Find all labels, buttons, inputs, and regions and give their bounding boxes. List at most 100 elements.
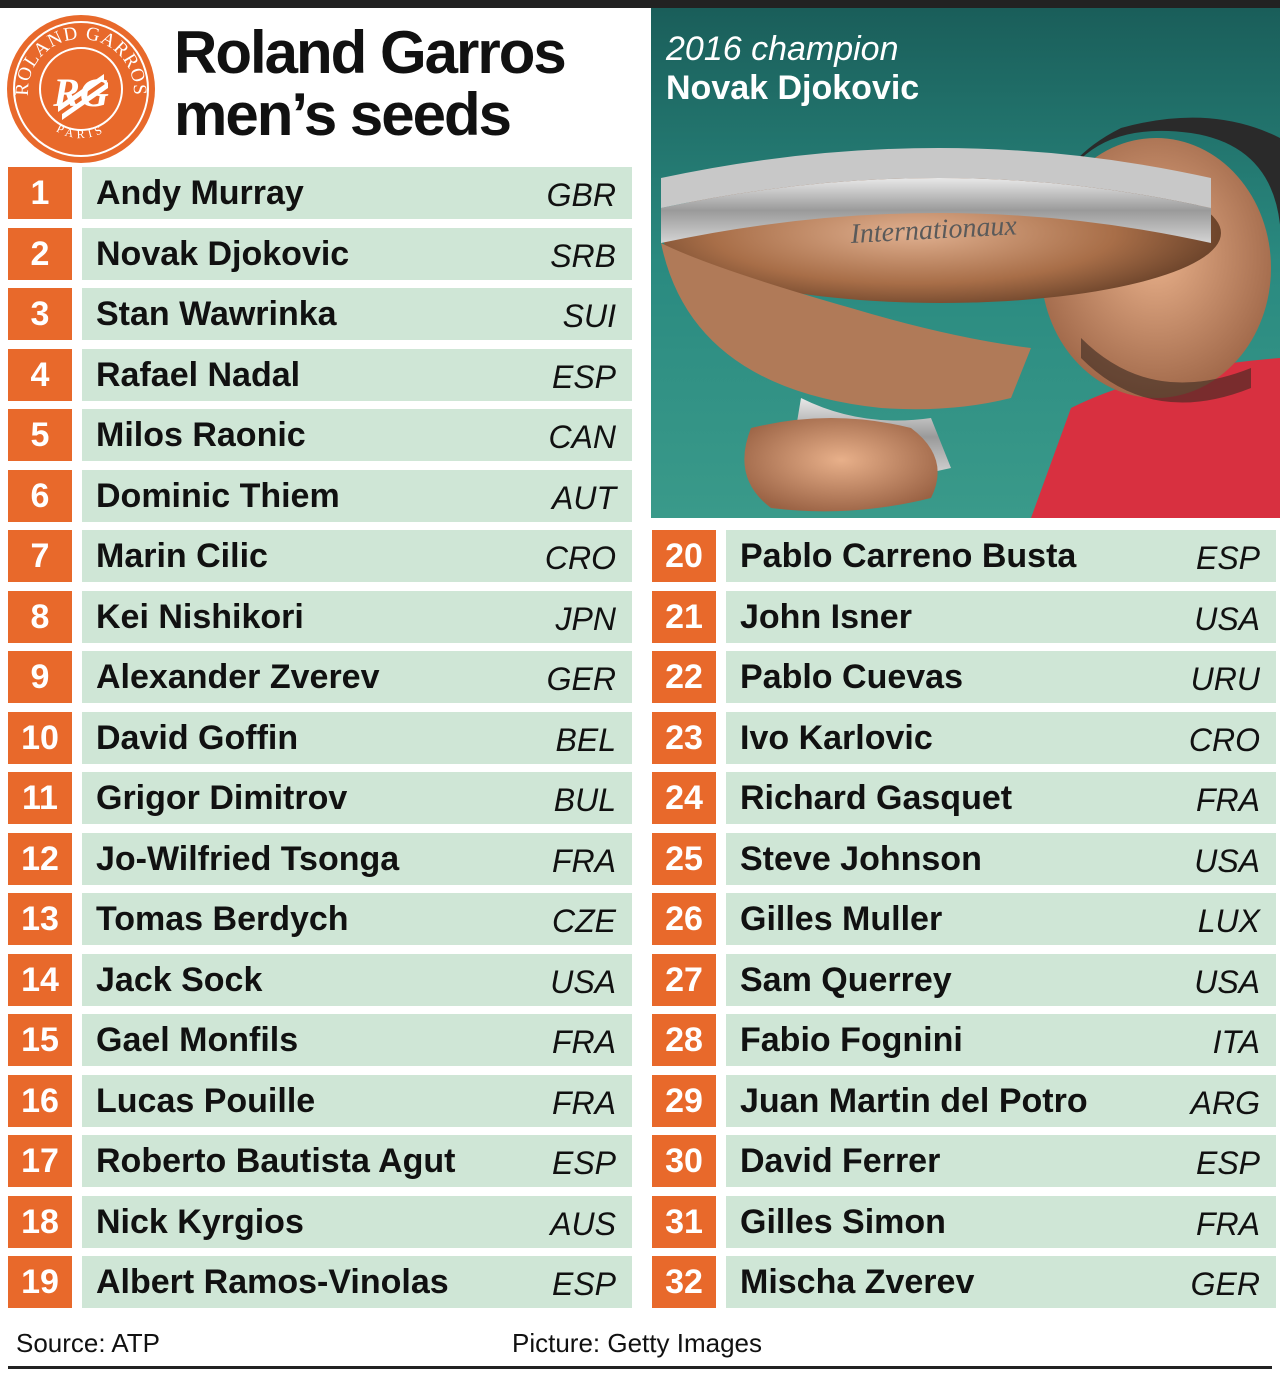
player-country: CAN: [548, 419, 616, 455]
player-country: AUS: [550, 1206, 616, 1242]
photo-caption: 2016 champion Novak Djokovic: [666, 30, 919, 108]
player-country: USA: [1194, 843, 1260, 879]
player-cell: Mischa Zverev GER: [726, 1256, 1276, 1308]
player-cell: Stan Wawrinka SUI: [82, 288, 632, 340]
seed-row: 4 Rafael Nadal ESP: [8, 349, 632, 401]
seed-row: 7 Marin Cilic CRO: [8, 530, 632, 582]
player-cell: Ivo Karlovic CRO: [726, 712, 1276, 764]
seed-row: 6 Dominic Thiem AUT: [8, 470, 632, 522]
player-cell: Jo-Wilfried Tsonga FRA: [82, 833, 632, 885]
player-cell: Jack Sock USA: [82, 954, 632, 1006]
player-country: GER: [546, 661, 616, 697]
player-name: Milos Raonic: [96, 416, 306, 454]
seed-row: 30 David Ferrer ESP: [652, 1135, 1276, 1187]
seed-number: 16: [8, 1075, 72, 1127]
player-name: Steve Johnson: [740, 840, 982, 878]
player-cell: Fabio Fognini ITA: [726, 1014, 1276, 1066]
player-name: Jack Sock: [96, 961, 263, 999]
player-cell: David Goffin BEL: [82, 712, 632, 764]
player-name: Dominic Thiem: [96, 477, 340, 515]
player-name: Stan Wawrinka: [96, 295, 337, 333]
player-country: CZE: [552, 903, 616, 939]
seed-row: 9 Alexander Zverev GER: [8, 651, 632, 703]
seed-number: 13: [8, 893, 72, 945]
player-country: ESP: [1195, 1145, 1260, 1181]
seed-number: 17: [8, 1135, 72, 1187]
player-name: Kei Nishikori: [96, 598, 304, 636]
player-country: FRA: [1196, 1206, 1260, 1242]
player-cell: Roberto Bautista Agut ESP: [82, 1135, 632, 1187]
player-cell: Lucas Pouille FRA: [82, 1075, 632, 1127]
seed-row: 11 Grigor Dimitrov BUL: [8, 772, 632, 824]
caption-year: 2016 champion: [666, 30, 899, 68]
player-cell: Gilles Muller LUX: [726, 893, 1276, 945]
player-cell: Gael Monfils FRA: [82, 1014, 632, 1066]
player-country: CRO: [544, 540, 616, 576]
title-line-2: men’s seeds: [174, 81, 512, 148]
player-country: URU: [1190, 661, 1260, 697]
seed-number: 25: [652, 833, 716, 885]
player-country: ITA: [1212, 1024, 1260, 1060]
player-cell: Marin Cilic CRO: [82, 530, 632, 582]
seed-row: 20 Pablo Carreno Busta ESP: [652, 530, 1276, 582]
seed-number: 21: [652, 591, 716, 643]
player-cell: Albert Ramos-Vinolas ESP: [82, 1256, 632, 1308]
seed-row: 22 Pablo Cuevas URU: [652, 651, 1276, 703]
seed-row: 27 Sam Querrey USA: [652, 954, 1276, 1006]
player-country: USA: [550, 964, 616, 1000]
player-cell: Juan Martin del Potro ARG: [726, 1075, 1276, 1127]
player-cell: Grigor Dimitrov BUL: [82, 772, 632, 824]
seed-number: 11: [8, 772, 72, 824]
player-name: Novak Djokovic: [96, 235, 350, 273]
seed-row: 14 Jack Sock USA: [8, 954, 632, 1006]
player-name: Rafael Nadal: [96, 356, 301, 394]
player-country: FRA: [552, 843, 616, 879]
seed-number: 18: [8, 1196, 72, 1248]
player-country: FRA: [1196, 782, 1260, 818]
top-rule: [0, 0, 1280, 8]
player-cell: Kei Nishikori JPN: [82, 591, 632, 643]
seed-row: 1 Andy Murray GBR: [8, 167, 632, 219]
seed-row: 10 David Goffin BEL: [8, 712, 632, 764]
seed-row: 17 Roberto Bautista Agut ESP: [8, 1135, 632, 1187]
seed-row: 24 Richard Gasquet FRA: [652, 772, 1276, 824]
source-note: Source: ATP: [16, 1328, 161, 1358]
player-cell: Steve Johnson USA: [726, 833, 1276, 885]
seed-number: 3: [8, 288, 72, 340]
player-cell: Rafael Nadal ESP: [82, 349, 632, 401]
player-name: Gilles Simon: [740, 1203, 946, 1241]
player-country: ESP: [1195, 540, 1260, 576]
svg-text:PARIS: PARIS: [54, 121, 107, 141]
seed-number: 31: [652, 1196, 716, 1248]
seed-row: 3 Stan Wawrinka SUI: [8, 288, 632, 340]
seed-row: 18 Nick Kyrgios AUS: [8, 1196, 632, 1248]
player-name: Roberto Bautista Agut: [96, 1142, 456, 1180]
seed-number: 24: [652, 772, 716, 824]
player-country: SRB: [550, 238, 616, 274]
player-country: ARG: [1190, 1085, 1260, 1121]
player-name: Lucas Pouille: [96, 1082, 316, 1120]
player-cell: Gilles Simon FRA: [726, 1196, 1276, 1248]
player-name: Fabio Fognini: [740, 1021, 963, 1059]
player-name: David Ferrer: [740, 1142, 941, 1180]
player-country: ESP: [551, 359, 616, 395]
seed-number: 12: [8, 833, 72, 885]
player-name: Richard Gasquet: [740, 779, 1013, 817]
seed-number: 30: [652, 1135, 716, 1187]
player-cell: Nick Kyrgios AUS: [82, 1196, 632, 1248]
player-cell: Pablo Carreno Busta ESP: [726, 530, 1276, 582]
roland-garros-logo-icon: ROLAND GARROS PARIS RG: [6, 14, 156, 164]
seed-number: 6: [8, 470, 72, 522]
seed-number: 20: [652, 530, 716, 582]
seed-row: 5 Milos Raonic CAN: [8, 409, 632, 461]
seed-number: 29: [652, 1075, 716, 1127]
player-name: Marin Cilic: [96, 537, 268, 575]
player-name: Juan Martin del Potro: [740, 1082, 1088, 1120]
seed-row: 32 Mischa Zverev GER: [652, 1256, 1276, 1308]
player-country: GER: [1190, 1266, 1260, 1302]
player-cell: Milos Raonic CAN: [82, 409, 632, 461]
seed-number: 22: [652, 651, 716, 703]
player-country: USA: [1194, 964, 1260, 1000]
seed-number: 32: [652, 1256, 716, 1308]
player-name: Andy Murray: [96, 174, 304, 212]
